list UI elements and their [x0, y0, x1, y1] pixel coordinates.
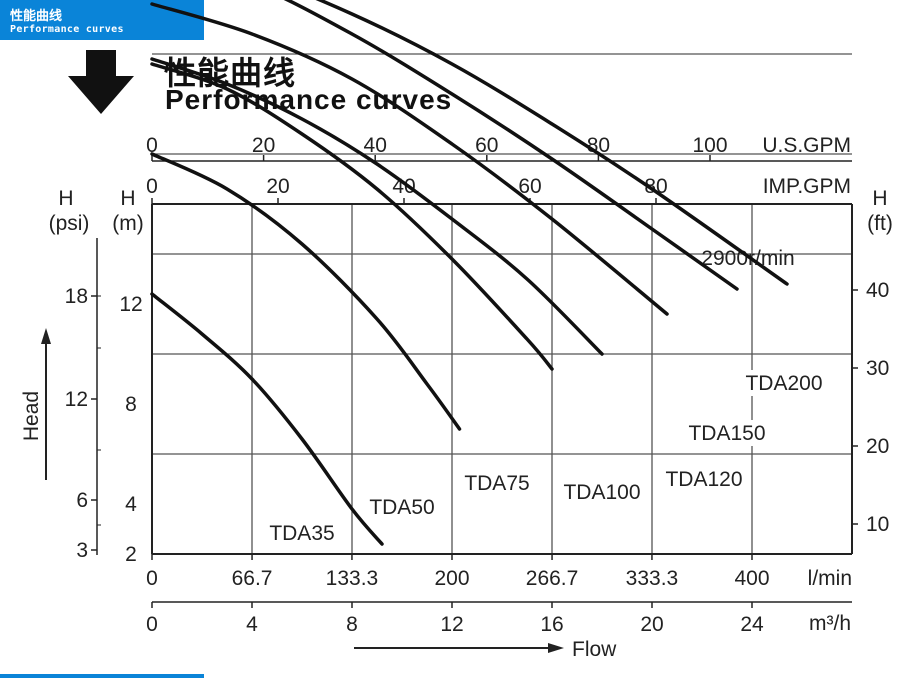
curve-label-tda75: TDA75 — [464, 472, 529, 495]
curve-label-bg-tda150 — [688, 420, 766, 446]
psi-tick-label: 18 — [65, 285, 88, 308]
ft-tick-label: 20 — [866, 435, 889, 458]
lmin-tick-label: 66.7 — [232, 567, 273, 590]
curve-tda75 — [150, 62, 554, 371]
curve-label-tda100: TDA100 — [563, 481, 640, 504]
curve-label-tda50: TDA50 — [369, 496, 434, 519]
curve-tda200 — [315, 0, 789, 286]
m3h-tick-label: 0 — [146, 613, 158, 636]
curve-label-bg-tda200 — [745, 370, 823, 396]
curve-label-bg-tda120 — [665, 466, 743, 492]
curve-tda50 — [150, 152, 462, 431]
m-axis-unit: (m) — [112, 212, 143, 235]
m3h-tick-label: 20 — [640, 613, 663, 636]
curve-label-tda150: TDA150 — [688, 422, 765, 445]
head-arrow-icon — [41, 328, 51, 344]
curve-tda150 — [283, 0, 739, 291]
head-axis-title: Head — [20, 391, 43, 441]
impgpm-tick-label: 80 — [644, 175, 667, 198]
psi-tick-label: 12 — [65, 388, 88, 411]
lmin-tick-label: 266.7 — [526, 567, 579, 590]
tab-title-cn: 性能曲线 — [10, 8, 63, 23]
m3h-unit-label: m³/h — [809, 612, 851, 635]
lmin-tick-label: 0 — [146, 567, 158, 590]
curve-label-tda200: TDA200 — [745, 372, 822, 395]
curve-label-bg-tda35 — [269, 520, 335, 546]
usgpm-unit-label: U.S.GPM — [762, 134, 851, 157]
curve-label-tda35: TDA35 — [269, 522, 334, 545]
bottom-accent-bar — [0, 674, 204, 678]
impgpm-tick-label: 20 — [266, 175, 289, 198]
impgpm-tick-label: 0 — [146, 175, 158, 198]
m-tick-label: 2 — [125, 543, 137, 566]
curve-label-tda120: TDA120 — [665, 468, 742, 491]
section-tab: 性能曲线 Performance curves — [0, 0, 204, 40]
usgpm-tick-label: 0 — [146, 134, 158, 157]
m3h-tick-label: 24 — [740, 613, 764, 636]
flow-arrow-icon — [548, 643, 564, 653]
ft-axis-label: H — [872, 187, 887, 210]
lmin-unit-label: l/min — [808, 567, 852, 590]
m-tick-label: 4 — [125, 493, 137, 516]
curve-label-bg-tda75 — [464, 470, 530, 496]
m3h-tick-label: 16 — [540, 613, 563, 636]
m-tick-label: 12 — [119, 293, 142, 316]
usgpm-tick-label: 60 — [475, 134, 498, 157]
ft-tick-label: 40 — [866, 279, 889, 302]
curve-tda100 — [150, 57, 604, 356]
m3h-tick-label: 8 — [346, 613, 358, 636]
lmin-tick-label: 200 — [434, 567, 469, 590]
m-tick-label: 8 — [125, 393, 137, 416]
impgpm-tick-label: 60 — [518, 175, 541, 198]
psi-axis-unit: (psi) — [49, 212, 90, 235]
impgpm-unit-label: IMP.GPM — [763, 175, 851, 198]
tab-title-en: Performance curves — [10, 24, 124, 35]
usgpm-tick-label: 20 — [252, 134, 275, 157]
ft-axis-unit: (ft) — [867, 212, 893, 235]
ft-tick-label: 10 — [866, 513, 889, 536]
usgpm-tick-label: 100 — [692, 134, 727, 157]
lmin-tick-label: 400 — [734, 567, 769, 590]
ft-tick-label: 30 — [866, 357, 889, 380]
m3h-tick-label: 12 — [440, 613, 463, 636]
psi-tick-label: 6 — [76, 489, 88, 512]
m-axis-label: H — [120, 187, 135, 210]
psi-axis-label: H — [58, 187, 73, 210]
lmin-tick-label: 333.3 — [626, 567, 679, 590]
flow-axis-title: Flow — [572, 638, 617, 661]
m3h-tick-label: 4 — [246, 613, 258, 636]
down-arrow-icon — [68, 50, 134, 114]
curve-tda120 — [150, 2, 669, 316]
psi-tick-label: 3 — [76, 539, 88, 562]
usgpm-tick-label: 40 — [364, 134, 387, 157]
lmin-tick-label: 133.3 — [326, 567, 379, 590]
curve-label-bg-tda50 — [369, 494, 435, 520]
curve-label-bg-tda100 — [563, 479, 641, 505]
curve-tda35 — [150, 292, 384, 546]
